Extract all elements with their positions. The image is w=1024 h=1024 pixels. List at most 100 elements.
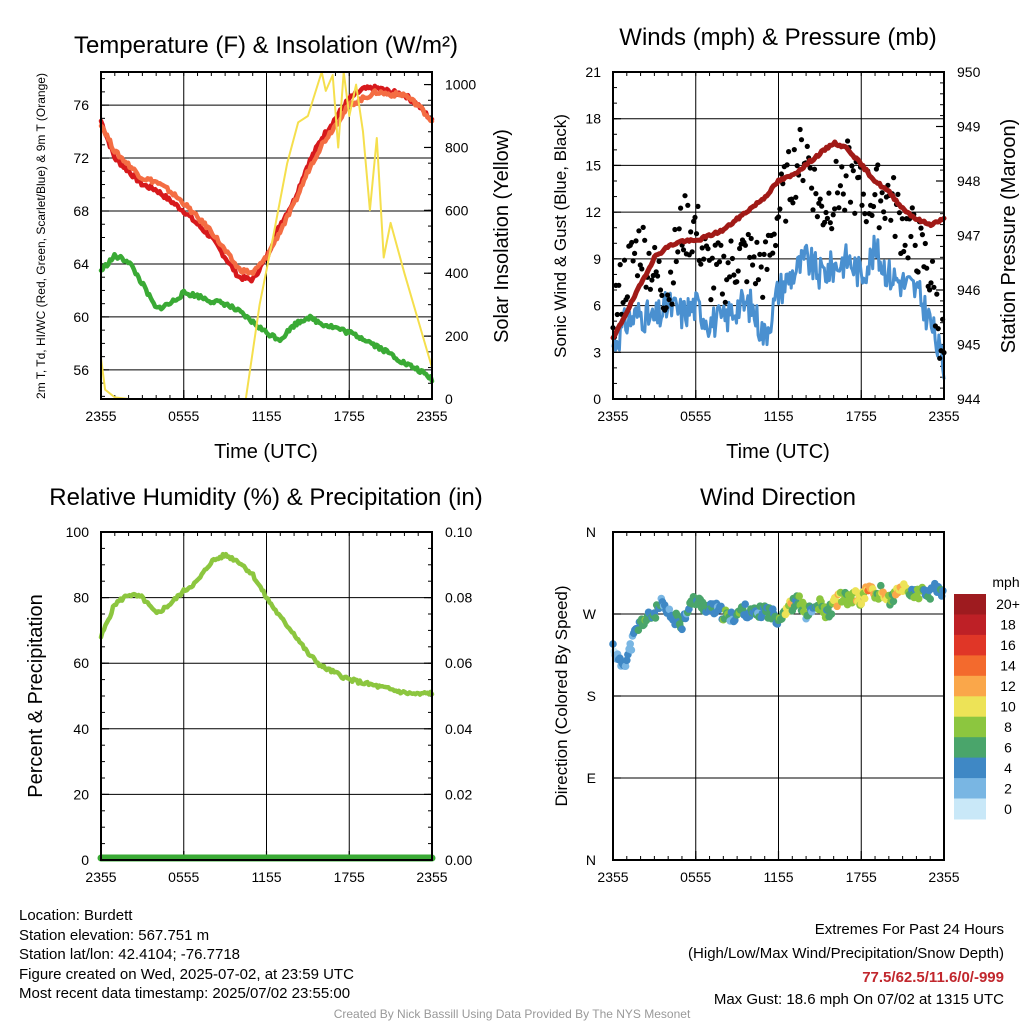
gust-point (642, 237, 648, 243)
gust-point (777, 206, 783, 212)
gust-point (652, 244, 658, 251)
wind-direction-point (741, 600, 749, 608)
gust-point (928, 280, 934, 286)
gust-point (711, 285, 717, 291)
legend-swatch (954, 594, 986, 615)
location-text: Location: Burdett (19, 907, 133, 924)
gust-point (639, 266, 645, 272)
extremes-block: Extremes For Past 24 Hours (High/Low/Max… (688, 918, 1004, 1010)
gust-point (764, 266, 770, 272)
y2-tick-label: 0.02 (445, 786, 472, 802)
gust-point (822, 219, 828, 225)
gust-point (650, 272, 656, 279)
gust-point (809, 185, 815, 191)
gust-point (935, 326, 941, 332)
gust-point (646, 250, 652, 256)
temperature-ylabel: 2m T, Td, HI/WC (Red, Green, Scarlet/Blu… (34, 73, 48, 399)
gust-point (770, 250, 776, 256)
gust-point (908, 233, 914, 240)
gust-point (643, 284, 649, 290)
y-tick-label: N (586, 524, 596, 540)
gust-point (912, 242, 918, 248)
x-tick-label: 2355 (928, 869, 959, 885)
gust-point (680, 247, 687, 253)
gust-point (786, 149, 792, 155)
gust-point (870, 203, 877, 210)
gust-point (672, 226, 678, 233)
gust-point (708, 297, 714, 303)
gust-point (902, 242, 908, 248)
x-tick-label: 2355 (416, 408, 447, 424)
gust-point (878, 198, 884, 204)
humidity-ylabel: Percent & Precipitation (25, 594, 47, 797)
gust-point (636, 228, 642, 234)
gust-point (695, 203, 701, 209)
y2-tick-label: 600 (445, 202, 469, 218)
gust-point (747, 254, 753, 260)
gust-point (793, 194, 799, 200)
gust-point (693, 231, 700, 237)
wind-direction-point (827, 610, 836, 618)
y-tick-label: 0 (593, 391, 601, 407)
gust-point (882, 215, 888, 221)
y-tick-label: 76 (73, 97, 89, 113)
x-tick-label: 2355 (597, 408, 628, 424)
gust-point (656, 258, 662, 264)
gust-point (873, 166, 880, 172)
gust-point (832, 206, 838, 212)
gust-point (676, 226, 682, 232)
gust-point (859, 202, 865, 208)
gust-point (819, 203, 825, 209)
x-tick-label: 2355 (85, 869, 116, 885)
y-tick-label: 9 (593, 251, 601, 267)
y-tick-label: 68 (73, 203, 89, 219)
gust-point (798, 137, 805, 143)
legend-label: 2 (1004, 780, 1012, 796)
plot-border (100, 71, 433, 400)
gust-point (734, 279, 740, 285)
wind-direction-point (795, 592, 803, 600)
legend-label: 4 (1004, 760, 1012, 776)
x-tick-label: 2355 (928, 408, 959, 424)
y2-tick-label: 200 (445, 328, 469, 344)
gust-point (670, 280, 677, 286)
x-tick-label: 1155 (251, 408, 281, 424)
y2-tick-label: 0.10 (445, 524, 472, 540)
y-tick-label: 72 (73, 150, 89, 166)
gust-point (845, 138, 851, 144)
gust-point (649, 277, 655, 283)
gust-point (850, 168, 856, 174)
gust-point (833, 158, 839, 164)
gust-point (614, 311, 620, 318)
gust-point (655, 273, 661, 279)
elevation-text: Station elevation: 567.751 m (19, 926, 210, 944)
y2-tick-label: 800 (445, 139, 469, 155)
legend-label: 6 (1004, 739, 1012, 755)
wind-direction-point (651, 614, 660, 622)
humidity-title: Relative Humidity (%) & Precipitation (i… (49, 484, 482, 511)
legend-swatch (954, 737, 986, 759)
gust-point (669, 301, 675, 307)
gust-point (742, 242, 749, 248)
gust-point (849, 163, 855, 169)
gust-point (709, 255, 715, 261)
gust-point (719, 291, 726, 297)
temperature-xlabel: Time (UTC) (214, 441, 318, 463)
humidity-line (98, 551, 435, 697)
gust-point (659, 292, 665, 298)
gust-point (761, 251, 767, 257)
x-tick-label: 1755 (334, 869, 365, 885)
gust-point (771, 231, 777, 237)
y-tick-label: 100 (66, 524, 90, 540)
gust-point (860, 191, 867, 197)
y2-tick-label: 945 (957, 337, 981, 353)
gust-point (879, 190, 885, 196)
y-tick-label: 21 (585, 64, 601, 80)
gust-point (918, 225, 924, 231)
gust-point (937, 355, 943, 361)
gust-point (852, 210, 858, 216)
temperature-9m-line (98, 88, 435, 276)
gust-point (813, 191, 819, 197)
gust-point (863, 219, 869, 225)
